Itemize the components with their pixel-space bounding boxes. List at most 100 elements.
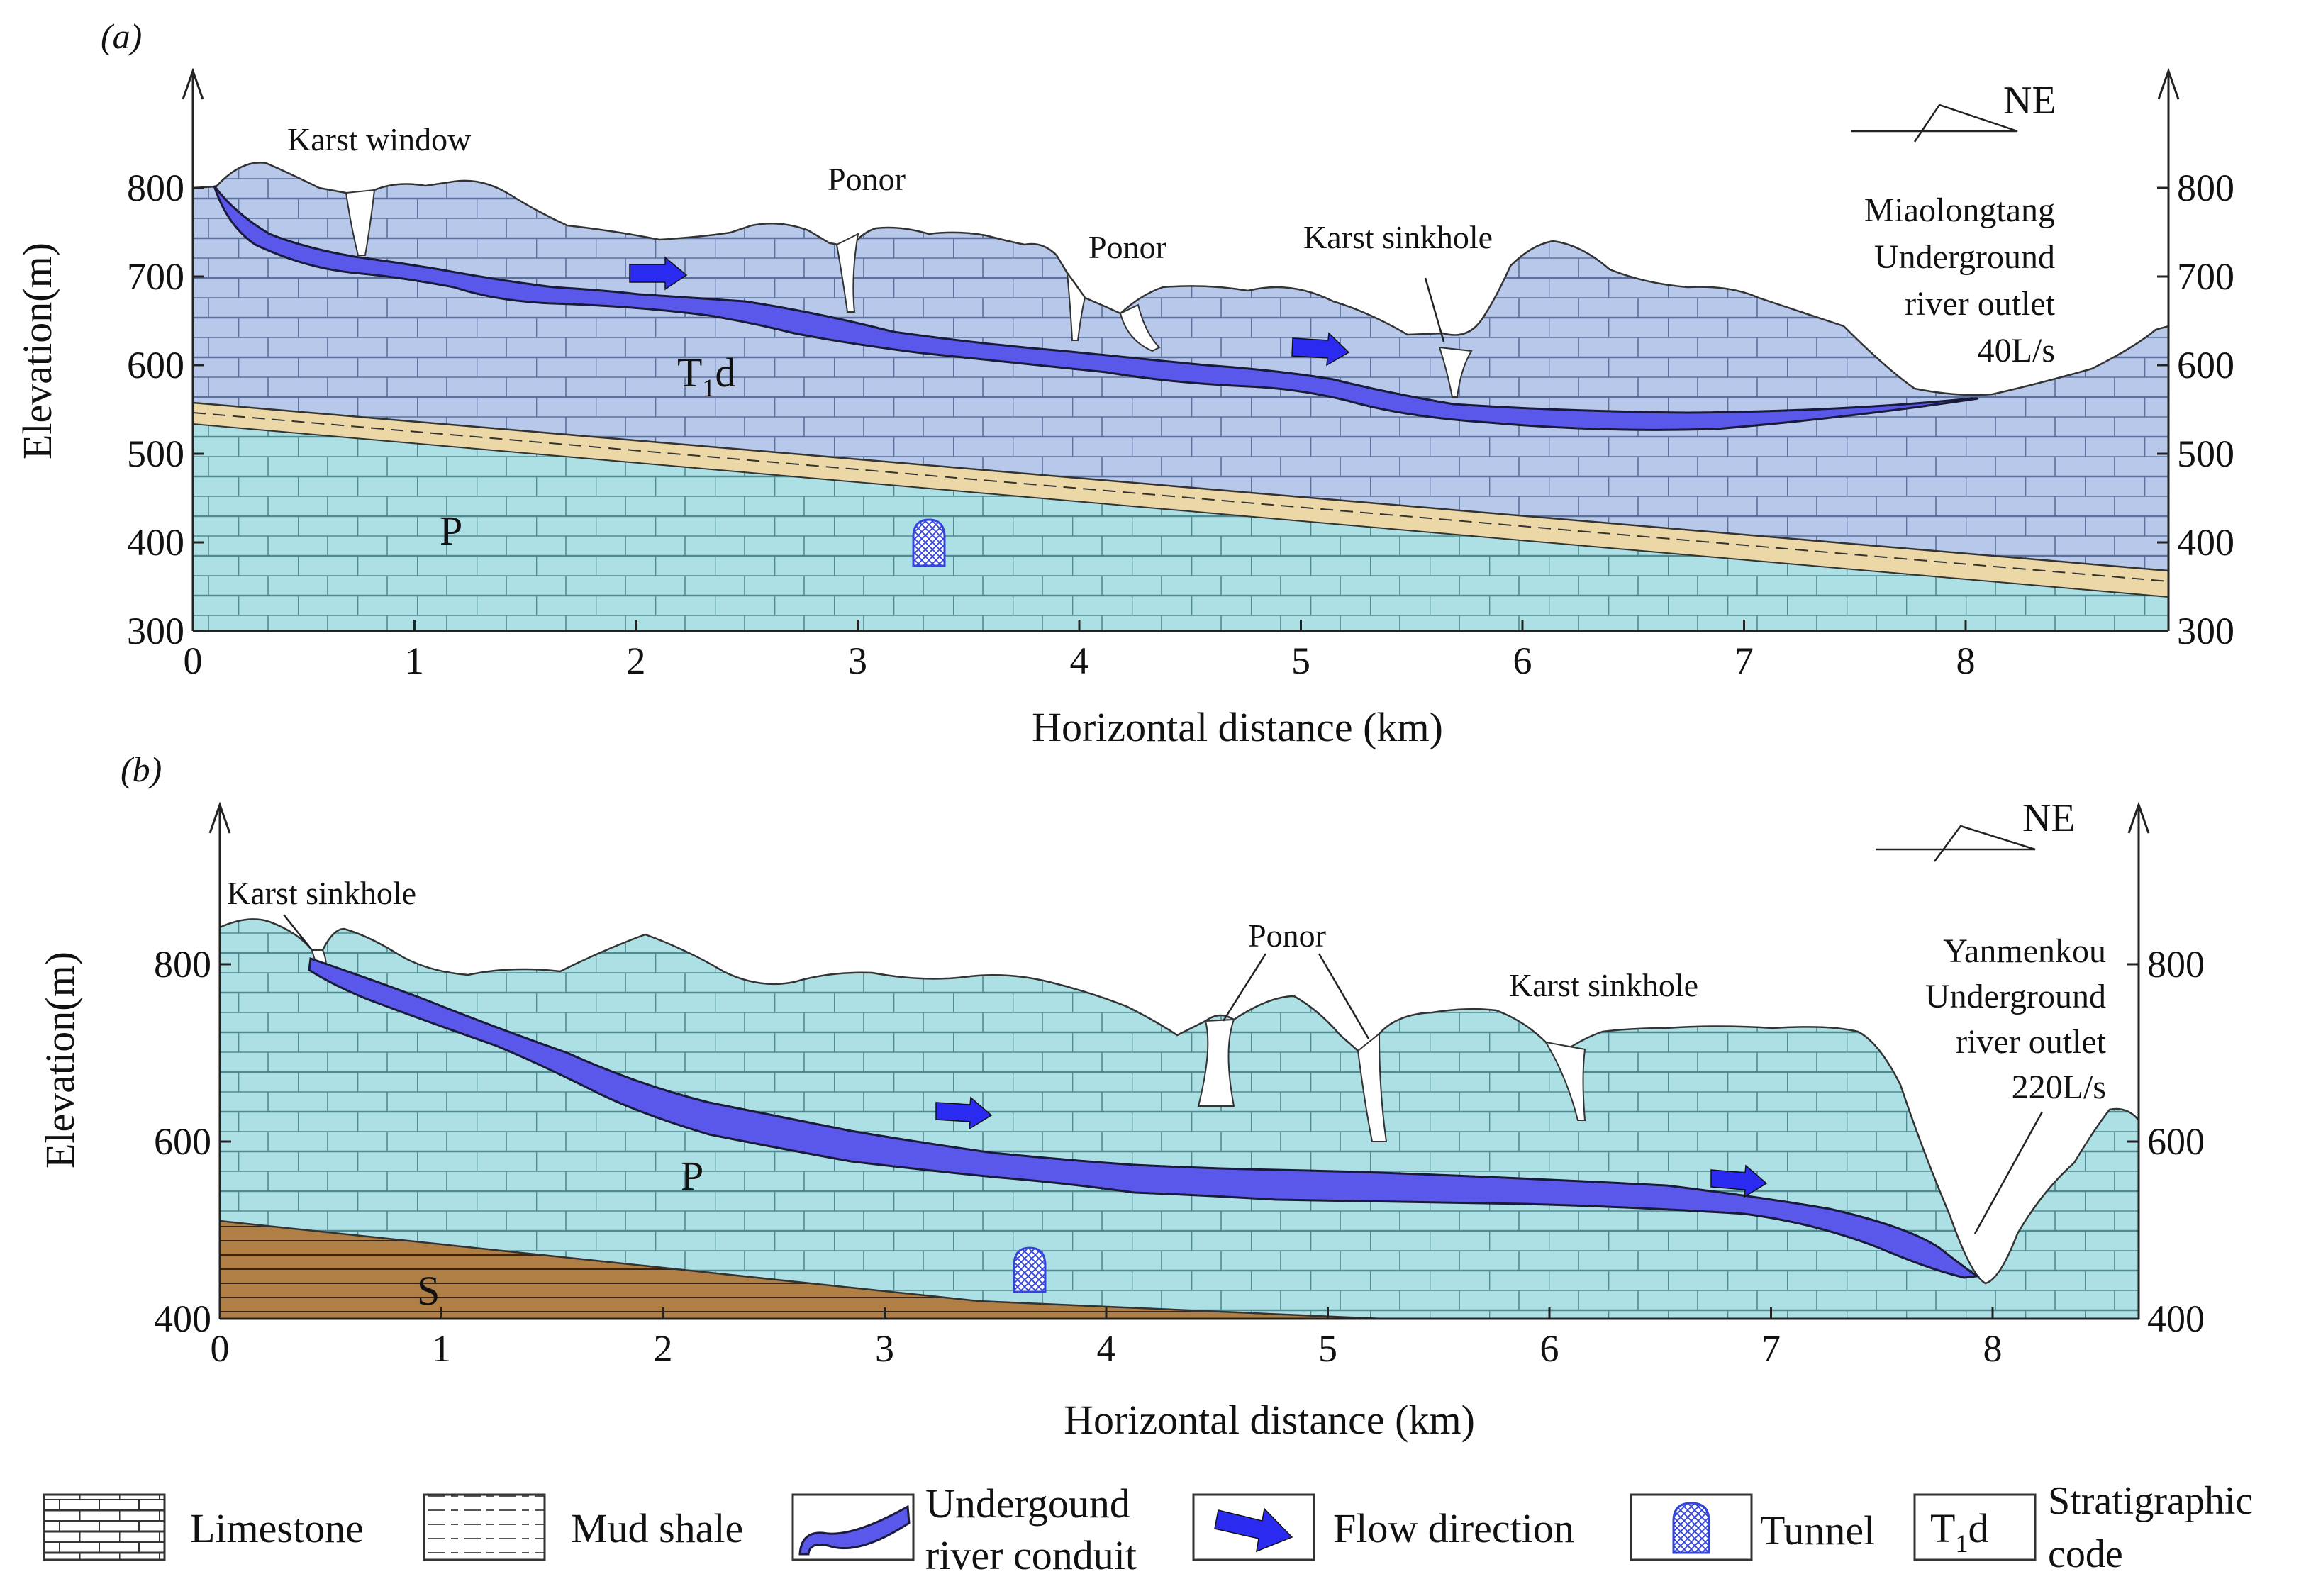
legend-code-label-2: code (2048, 1532, 2123, 1576)
legend-mud-shale-swatch (423, 1493, 546, 1561)
panel-a-x-tick-label: 6 (1513, 640, 1532, 682)
legend-conduit-swatch (798, 1505, 911, 1556)
annotation-karst-window: Karst window (287, 121, 472, 157)
panel-b-x-tick-label: 4 (1097, 1327, 1116, 1370)
panel-b-y-tick-label-right: 600 (2147, 1120, 2205, 1163)
legend-flow-arrow (1214, 1507, 1293, 1553)
stratum-label-s: S (417, 1268, 440, 1314)
stratum-label-t1d: T1d (677, 350, 735, 402)
panel-a-y-tick-label-left: 300 (127, 610, 184, 652)
panel-a-x-tick-label: 1 (405, 640, 424, 682)
flow-arrow-b2 (1710, 1164, 1768, 1198)
annotation-ponor-1: Ponor (828, 161, 906, 197)
panel-a-x-tick-label: 5 (1291, 640, 1310, 682)
panel-b-y-axis-label: Elevation(m) (37, 952, 83, 1168)
outlet-a-line2: Underground (1874, 238, 2055, 276)
pointer-sinkhole-b1 (283, 914, 313, 951)
panel-a-y-tick-label-right: 700 (2177, 255, 2234, 298)
outlet-b-line3: river outlet (1956, 1023, 2107, 1061)
underground-river-conduit-b (308, 956, 1981, 1279)
outlet-b-line4: 220L/s (2012, 1068, 2106, 1106)
panel-a-strata (191, 162, 2168, 631)
panel-b-strata (218, 918, 2139, 1320)
pointer-outlet-b (1973, 1111, 2044, 1234)
outlet-a-line4: 40L/s (1978, 332, 2055, 369)
legend-limestone-swatch (43, 1493, 166, 1561)
panel-a-x-tick-label: 8 (1956, 640, 1976, 682)
legend-code-sample: T1d (1930, 1505, 1988, 1558)
panel-a-x-tick-label: 4 (1070, 640, 1089, 682)
panel-a-y-axis-label: Elevation(m) (14, 242, 60, 459)
legend-conduit-label-1: Undergound (925, 1480, 1130, 1527)
flow-arrow-b1 (935, 1096, 993, 1130)
annotation-outlet-a: Miaolongtang Underground river outlet 40… (1864, 191, 2056, 369)
legend-tunnel: Tunnel (1630, 1493, 1875, 1561)
panel-b-y-tick-label-right: 400 (2147, 1298, 2205, 1340)
panel-b-y-tick-label-left: 400 (154, 1298, 211, 1340)
legend-flow-direction: Flow direction (1192, 1493, 1574, 1561)
outlet-b-line1: Yanmenkou (1943, 932, 2106, 970)
annotation-outlet-b: Yanmenkou Underground river outlet 220L/… (1925, 932, 2107, 1106)
legend-conduit-label-2: river conduit (925, 1532, 1137, 1578)
panel-a-orientation-label: NE (2003, 79, 2056, 123)
legend-tunnel-label: Tunnel (1760, 1507, 1875, 1553)
outlet-a-line1: Miaolongtang (1864, 191, 2055, 229)
panel-b-x-tick-label: 8 (1983, 1327, 2003, 1370)
pointer-ponor-b2 (1318, 953, 1370, 1039)
panel-b-x-tick-label: 3 (875, 1327, 894, 1370)
flow-arrow-a1 (629, 256, 688, 291)
legend-stratigraphic-code: T1d Stratigraphic code (1913, 1479, 2253, 1576)
pointer-ponor-b1 (1222, 953, 1267, 1022)
panel-b-x-axis-label: Horizontal distance (km) (1064, 1397, 1475, 1443)
panel-b-x-tick-label: 1 (432, 1327, 451, 1370)
legend-code-swatch-frame (1913, 1493, 2037, 1561)
panel-a-y-tick-label-right: 500 (2177, 433, 2234, 475)
legend: Limestone Mud shale Undergound river con… (43, 1479, 2253, 1578)
panel-b-x-tick-label: 7 (1761, 1327, 1781, 1370)
annotation-karst-sinkhole-b2: Karst sinkhole (1509, 967, 1698, 1003)
legend-limestone: Limestone (43, 1493, 364, 1561)
panel-b-x-tick-label: 0 (211, 1327, 230, 1370)
tunnel-b (1013, 1246, 1047, 1293)
underground-river-conduit-a (213, 185, 1979, 431)
legend-limestone-label: Limestone (190, 1505, 364, 1551)
p-limestone-layer-b (218, 918, 2139, 1320)
tunnel-a (912, 518, 946, 567)
stratum-label-p-b: P (681, 1153, 703, 1199)
legend-flow-label: Flow direction (1333, 1505, 1574, 1551)
annotation-ponor-b: Ponor (1248, 917, 1326, 954)
panel-b-label: (b) (121, 749, 162, 789)
panel-b-orientation-label: NE (2022, 796, 2076, 840)
panel-a-axes: 0 1 2 3 4 5 6 7 8 300 300 400 400 500 500 600 600 700 700… (127, 67, 2234, 682)
legend-conduit: Undergound river conduit (791, 1480, 1137, 1578)
panel-b-x-tick-label: 5 (1318, 1327, 1337, 1370)
flow-arrow-a2 (1291, 332, 1350, 367)
panel-a-y-tick-label-right: 600 (2177, 344, 2234, 386)
panel-a: (a) (14, 16, 2234, 750)
outlet-a-line3: river outlet (1905, 285, 2056, 323)
panel-a-label: (a) (101, 16, 142, 56)
stratum-label-p-a: P (440, 508, 462, 554)
panel-b-axes: 0 1 2 3 4 5 6 7 8 400 400 600 600 800 800 (154, 801, 2205, 1370)
panel-a-y-tick-label-left: 800 (127, 167, 184, 209)
annotation-ponor-2: Ponor (1088, 229, 1166, 265)
panel-a-y-tick-label-right: 400 (2177, 521, 2234, 564)
panel-a-x-tick-label: 0 (184, 640, 203, 682)
panel-b-y-tick-label-left: 600 (154, 1120, 211, 1163)
annotation-karst-sinkhole-b1: Karst sinkhole (227, 875, 416, 911)
legend-code-label-1: Stratigraphic (2048, 1479, 2253, 1523)
panel-a-x-tick-label: 2 (627, 640, 646, 682)
panel-b-x-tick-label: 6 (1540, 1327, 1559, 1370)
panel-a-y-tick-label-right: 300 (2177, 610, 2234, 652)
legend-mud-shale-label: Mud shale (571, 1505, 743, 1551)
legend-tunnel-icon (1672, 1502, 1710, 1554)
panel-a-x-tick-label: 3 (848, 640, 867, 682)
panel-a-y-tick-label-left: 700 (127, 255, 184, 298)
panel-b-orientation-symbol: NE (1876, 796, 2076, 862)
annotation-karst-sinkhole: Karst sinkhole (1303, 219, 1493, 255)
panel-a-y-tick-label-left: 600 (127, 344, 184, 386)
karst-window-gap (345, 189, 376, 256)
panel-a-y-tick-label-left: 400 (127, 521, 184, 564)
